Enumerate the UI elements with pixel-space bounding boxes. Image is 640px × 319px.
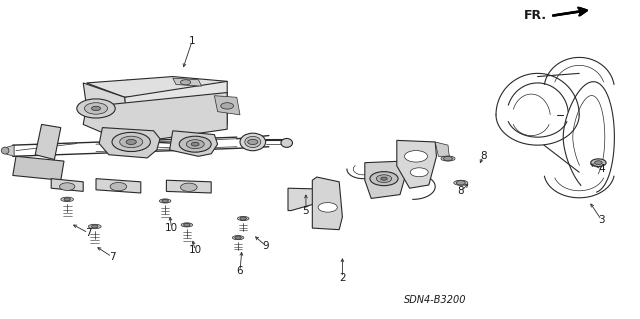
Polygon shape bbox=[86, 77, 227, 97]
Ellipse shape bbox=[181, 223, 193, 227]
Circle shape bbox=[370, 172, 398, 186]
Text: 9: 9 bbox=[262, 241, 269, 251]
Ellipse shape bbox=[281, 138, 292, 147]
Text: FR.: FR. bbox=[524, 10, 547, 22]
Circle shape bbox=[591, 159, 606, 167]
Circle shape bbox=[381, 177, 387, 180]
Polygon shape bbox=[83, 93, 227, 144]
Circle shape bbox=[444, 156, 452, 161]
Text: 8: 8 bbox=[480, 151, 486, 161]
Polygon shape bbox=[170, 131, 218, 156]
Text: 5: 5 bbox=[303, 205, 309, 216]
Circle shape bbox=[595, 161, 602, 165]
Text: 10: 10 bbox=[165, 223, 178, 233]
Circle shape bbox=[92, 225, 98, 228]
Circle shape bbox=[112, 132, 150, 152]
Circle shape bbox=[404, 151, 428, 162]
Polygon shape bbox=[312, 177, 342, 230]
Circle shape bbox=[179, 136, 211, 152]
Polygon shape bbox=[125, 81, 227, 139]
Polygon shape bbox=[96, 179, 141, 193]
Polygon shape bbox=[173, 78, 202, 86]
Ellipse shape bbox=[61, 197, 74, 202]
Polygon shape bbox=[397, 140, 436, 188]
Ellipse shape bbox=[232, 235, 244, 240]
Ellipse shape bbox=[1, 147, 9, 154]
Circle shape bbox=[60, 183, 75, 190]
Text: 3: 3 bbox=[598, 215, 605, 225]
Circle shape bbox=[126, 139, 136, 145]
Circle shape bbox=[235, 236, 241, 239]
Polygon shape bbox=[214, 96, 240, 115]
Ellipse shape bbox=[245, 137, 261, 148]
Circle shape bbox=[120, 136, 143, 148]
Circle shape bbox=[92, 106, 100, 111]
Circle shape bbox=[318, 203, 337, 212]
Circle shape bbox=[77, 99, 115, 118]
Ellipse shape bbox=[441, 156, 455, 161]
Circle shape bbox=[180, 80, 191, 85]
Circle shape bbox=[456, 181, 465, 185]
Text: 7: 7 bbox=[85, 228, 92, 238]
Circle shape bbox=[240, 217, 246, 220]
Circle shape bbox=[184, 223, 190, 226]
Ellipse shape bbox=[240, 133, 266, 151]
Polygon shape bbox=[13, 156, 64, 180]
Polygon shape bbox=[35, 124, 61, 160]
Text: 7: 7 bbox=[109, 252, 115, 262]
Text: 2: 2 bbox=[339, 272, 346, 283]
Text: 1: 1 bbox=[189, 36, 195, 47]
Circle shape bbox=[191, 142, 199, 146]
Ellipse shape bbox=[237, 217, 249, 221]
Circle shape bbox=[376, 175, 392, 182]
Polygon shape bbox=[3, 145, 14, 156]
Circle shape bbox=[162, 199, 168, 203]
Circle shape bbox=[248, 139, 258, 145]
Polygon shape bbox=[365, 161, 406, 198]
Polygon shape bbox=[288, 188, 314, 211]
Circle shape bbox=[110, 182, 127, 191]
Polygon shape bbox=[99, 128, 160, 158]
Text: SDN4-B3200: SDN4-B3200 bbox=[404, 295, 467, 305]
Text: 8: 8 bbox=[458, 186, 464, 197]
Text: 6: 6 bbox=[237, 266, 243, 276]
Polygon shape bbox=[166, 180, 211, 193]
Text: 10: 10 bbox=[189, 245, 202, 256]
Polygon shape bbox=[435, 142, 449, 156]
Circle shape bbox=[221, 103, 234, 109]
Circle shape bbox=[186, 140, 204, 149]
Polygon shape bbox=[83, 83, 128, 118]
Text: 4: 4 bbox=[598, 164, 605, 174]
Circle shape bbox=[410, 168, 428, 177]
Polygon shape bbox=[51, 179, 83, 191]
Circle shape bbox=[84, 103, 108, 114]
Circle shape bbox=[180, 183, 197, 191]
Ellipse shape bbox=[159, 199, 171, 203]
Ellipse shape bbox=[454, 180, 468, 185]
Circle shape bbox=[64, 198, 70, 201]
Ellipse shape bbox=[88, 224, 101, 229]
